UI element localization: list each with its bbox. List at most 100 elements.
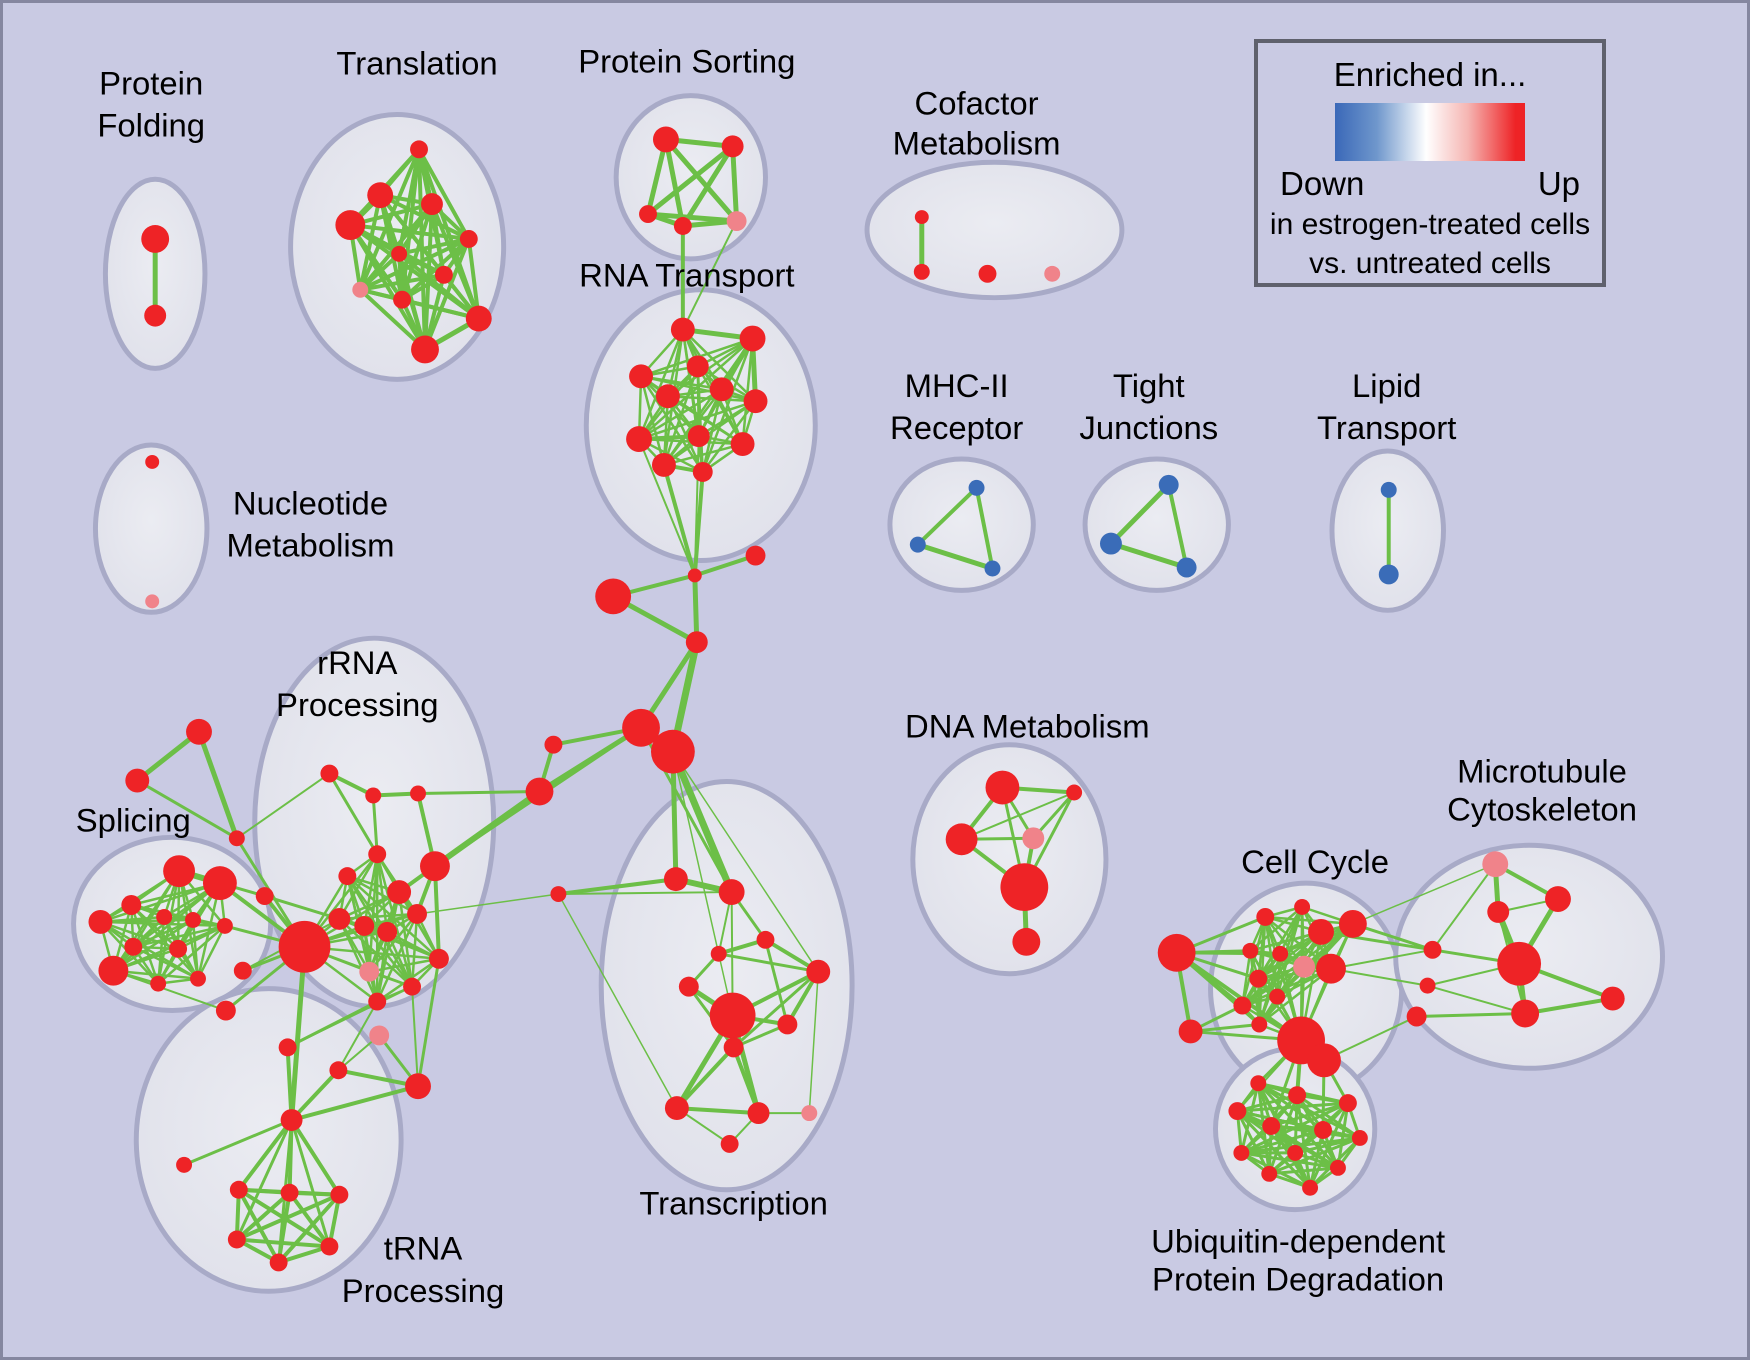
edge: [1249, 905, 1304, 953]
edge: [1415, 1012, 1527, 1019]
legend-title: Enriched in...: [1333, 56, 1527, 93]
node-ub1: [1250, 1075, 1267, 1092]
cluster-label-microtubule-cytoskeleton-line1: Microtubule: [1457, 753, 1627, 790]
cluster-label-protein-sorting: Protein Sorting: [578, 43, 795, 80]
node-ub2: [1288, 1086, 1307, 1105]
edge: [1329, 967, 1429, 987]
edge: [662, 399, 757, 467]
node-ps5: [726, 211, 747, 231]
node-cc12: [1251, 1016, 1268, 1033]
node-t10: [465, 305, 492, 332]
node-rr13: [359, 961, 380, 982]
node-ub7: [1351, 1130, 1368, 1146]
cluster-label-transcription: Transcription: [639, 1185, 828, 1222]
edge: [556, 877, 678, 897]
node-rr8: [387, 880, 412, 905]
node-tx10: [664, 1096, 689, 1121]
node-sp7: [216, 917, 233, 934]
cluster-ellipse-tight-junctions: [1082, 456, 1231, 593]
node-cc6: [1272, 945, 1289, 962]
node-r5: [655, 384, 680, 409]
node-rrG: [278, 920, 331, 973]
cluster-label-dna-metabolism: DNA Metabolism: [905, 708, 1150, 745]
edge: [99, 881, 222, 924]
edge: [358, 251, 402, 292]
edge: [416, 790, 541, 795]
node-h2: [650, 729, 695, 774]
node-r9: [687, 425, 710, 448]
edge: [1319, 930, 1435, 952]
edge: [397, 251, 481, 321]
node-j1: [687, 568, 702, 583]
cluster-label-translation: Translation: [336, 45, 497, 82]
node-r4: [629, 364, 653, 389]
edge: [696, 365, 744, 446]
node-sp13: [233, 961, 252, 980]
node-sc: [228, 830, 245, 847]
edge: [701, 399, 757, 474]
edge: [336, 1068, 421, 1089]
edge: [662, 365, 700, 467]
node-rr12: [377, 921, 398, 942]
cluster-label-ubiquitin-dependent-protein-degradation-line2: Protein Degradation: [1152, 1260, 1444, 1297]
edge: [348, 223, 405, 302]
edge: [132, 924, 227, 949]
node-t7: [434, 265, 453, 284]
node-mt3: [1511, 999, 1540, 1028]
node-ub3: [1228, 1102, 1247, 1121]
edge: [915, 485, 979, 547]
edge: [637, 388, 723, 441]
edge: [639, 375, 757, 403]
node-tx13: [720, 1134, 739, 1153]
edge: [289, 1084, 421, 1123]
node-sp1: [163, 855, 196, 888]
edge: [130, 903, 200, 980]
node-tx5: [806, 959, 831, 984]
cluster-label-trna-processing-line2: Processing: [342, 1272, 504, 1309]
node-jb: [595, 578, 632, 615]
node-tn5: [320, 1237, 339, 1256]
edge: [346, 874, 419, 916]
edge: [99, 920, 200, 980]
edge: [236, 1187, 281, 1265]
edge: [741, 337, 754, 446]
edge: [432, 864, 441, 961]
edge: [915, 542, 995, 571]
node-ub9: [1287, 1144, 1304, 1161]
node-mL1: [1423, 940, 1442, 959]
node-cc8: [1316, 953, 1346, 984]
node-ps3: [639, 205, 657, 224]
node-r11: [651, 453, 676, 477]
node-rr2: [365, 787, 382, 804]
edge: [1166, 482, 1189, 570]
node-rr3: [410, 785, 426, 802]
node-ps2: [721, 135, 744, 158]
node-ccL: [1157, 933, 1196, 972]
edge: [692, 553, 758, 578]
edge: [1108, 541, 1190, 570]
edge: [1258, 967, 1333, 1026]
legend-box: Enriched in... Down Up in estrogen-treat…: [1254, 39, 1606, 287]
edge: [681, 220, 738, 331]
cluster-ellipse-mhc-ii-receptor: [887, 456, 1036, 593]
node-ub11: [1261, 1165, 1278, 1182]
edge: [638, 438, 696, 577]
edge: [960, 791, 1076, 841]
node-tx12: [801, 1105, 818, 1122]
edge: [1293, 1136, 1362, 1155]
edge: [132, 945, 200, 980]
node-tx8: [777, 1014, 798, 1035]
node-cm1: [914, 210, 929, 225]
node-tn6: [269, 1253, 288, 1272]
edge: [358, 272, 446, 292]
node-dm2: [945, 823, 978, 856]
cluster-label-nucleotide-metabolism-line2: Metabolism: [227, 527, 395, 564]
node-tx2: [718, 879, 745, 906]
cluster-label-cofactor-metabolism-line1: Cofactor: [914, 85, 1038, 122]
node-cc3: [1308, 918, 1334, 945]
node-rr1: [320, 764, 339, 783]
node-rr11: [354, 915, 375, 936]
edge: [1267, 1166, 1340, 1176]
edge: [639, 375, 705, 474]
edge: [1239, 1151, 1340, 1170]
